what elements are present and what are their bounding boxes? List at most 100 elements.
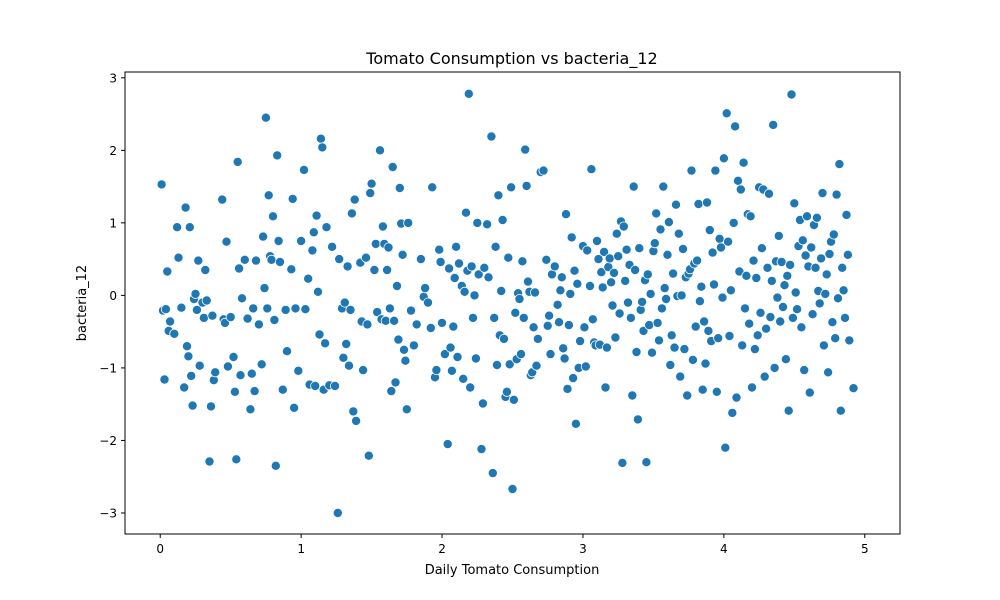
scatter-point	[692, 255, 703, 266]
scatter-point	[687, 354, 698, 365]
scatter-point	[400, 355, 411, 366]
scatter-point	[267, 211, 278, 222]
scatter-point	[644, 320, 655, 331]
scatter-point	[600, 382, 611, 393]
y-tick-label: 1	[109, 216, 117, 230]
scatter-point	[342, 261, 353, 272]
scatter-point	[315, 133, 326, 144]
scatter-point	[172, 222, 183, 233]
scatter-point	[466, 261, 477, 272]
scatter-point	[346, 208, 357, 219]
scatter-point	[582, 245, 593, 256]
scatter-point	[314, 329, 325, 340]
scatter-point	[727, 407, 738, 418]
scatter-point	[249, 386, 260, 397]
scatter-point	[503, 252, 514, 263]
scatter-point	[473, 269, 484, 280]
scatter-point	[618, 221, 629, 232]
scatter-point	[837, 262, 848, 273]
scatter-point	[755, 307, 766, 318]
scatter-point	[394, 182, 405, 193]
scatter-point	[338, 352, 349, 363]
scatter-point	[656, 303, 667, 314]
scatter-point	[179, 382, 190, 393]
scatter-point	[610, 332, 621, 343]
scatter-point	[334, 254, 345, 265]
scatter-point	[673, 228, 684, 239]
scatter-point	[277, 384, 288, 395]
scatter-point	[531, 360, 542, 371]
scatter-point	[530, 287, 541, 298]
x-tick-label: 4	[720, 542, 728, 556]
scatter-point	[630, 264, 641, 275]
scatter-point	[372, 307, 383, 318]
scatter-point	[303, 273, 314, 284]
scatter-point	[205, 401, 216, 412]
scatter-point	[818, 340, 829, 351]
scatter-point	[272, 150, 283, 161]
scatter-point	[678, 243, 689, 254]
scatter-point	[699, 316, 710, 327]
scatter-point	[669, 342, 680, 353]
scatter-point	[764, 188, 775, 199]
scatter-point	[632, 414, 643, 425]
scatter-point	[217, 194, 228, 205]
scatter-point	[470, 353, 481, 364]
scatter-point	[449, 272, 460, 283]
scatter-point	[828, 229, 839, 240]
plot-frame	[124, 71, 901, 535]
scatter-point	[761, 323, 772, 334]
scatter-point	[370, 238, 381, 249]
scatter-point	[221, 236, 232, 247]
y-axis-label: bacteria_12	[75, 265, 90, 341]
scatter-point	[710, 165, 721, 176]
scatter-point	[585, 280, 596, 291]
scatter-point	[374, 145, 385, 156]
scatter-point	[696, 281, 707, 292]
scatter-point	[631, 346, 642, 357]
scatter-point	[442, 439, 453, 450]
scatter-point	[380, 315, 391, 326]
scatter-point	[752, 330, 763, 341]
scatter-point	[724, 330, 735, 341]
scatter-point	[651, 208, 662, 219]
scatter-point	[235, 370, 246, 381]
scatter-point	[659, 283, 670, 294]
scatter-point	[666, 330, 677, 341]
scatter-point	[231, 454, 242, 465]
scatter-point	[649, 238, 660, 249]
scatter-point	[541, 254, 552, 265]
scatter-point	[351, 415, 362, 426]
scatter-point	[274, 256, 285, 267]
scatter-point	[787, 312, 798, 323]
scatter-point	[250, 255, 261, 266]
x-tick-label: 3	[579, 542, 587, 556]
scatter-point	[737, 340, 748, 351]
scatter-point	[236, 293, 247, 304]
x-tick-label: 5	[861, 542, 869, 556]
scatter-point	[191, 304, 202, 315]
scatter-point	[792, 304, 803, 315]
scatter-point	[260, 112, 271, 123]
scatter-point	[159, 374, 170, 385]
scatter-point	[369, 264, 380, 275]
scatter-point	[508, 394, 519, 405]
scatter-point	[239, 254, 250, 265]
scatter-point	[682, 390, 693, 401]
scatter-point	[844, 335, 855, 346]
scatter-point	[728, 217, 739, 228]
y-tick-label: −2	[99, 434, 117, 448]
scatter-point	[686, 165, 697, 176]
scatter-point	[613, 251, 624, 262]
scatter-point	[718, 153, 729, 164]
y-tick-label: −1	[99, 361, 117, 375]
scatter-point	[332, 507, 343, 518]
scatter-point	[586, 164, 597, 175]
scatter-point	[528, 322, 539, 333]
scatter-point	[183, 351, 194, 362]
scatter-point	[707, 247, 718, 258]
scatter-point	[811, 212, 822, 223]
scatter-point	[258, 231, 269, 242]
scatter-point	[411, 319, 422, 330]
